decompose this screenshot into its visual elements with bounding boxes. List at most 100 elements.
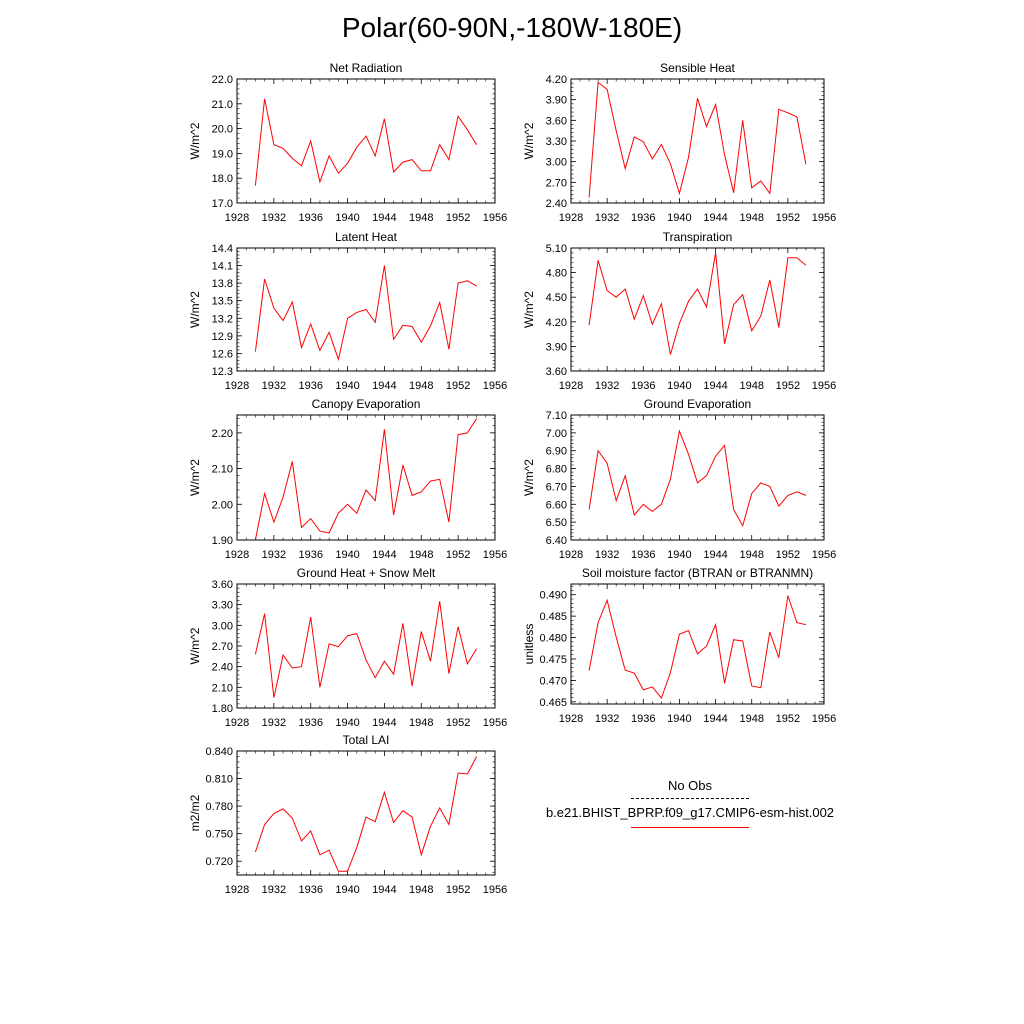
- y-tick-label: 3.60: [546, 115, 567, 127]
- x-tick-label: 1948: [739, 212, 763, 224]
- x-tick-label: 1936: [298, 717, 322, 729]
- y-tick-label: 0.470: [539, 675, 567, 687]
- series-line: [588, 429, 807, 527]
- y-axis-label: W/m^2: [188, 122, 202, 159]
- y-tick-label: 7.10: [546, 410, 567, 422]
- panel-title: Net Radiation: [330, 61, 403, 75]
- y-tick-label: 2.00: [212, 499, 233, 511]
- panel-9: 1928 1932 1936 1940 1944 1948 1952 1956 0.720 0.7…: [188, 733, 507, 896]
- y-tick-label: 2.40: [546, 198, 567, 210]
- y-tick-label: 0.480: [539, 633, 567, 645]
- y-tick-label: 6.50: [546, 517, 567, 529]
- y-tick-label: 0.475: [539, 654, 567, 666]
- x-tick-label: 1936: [631, 212, 655, 224]
- x-tick-label: 1956: [812, 380, 836, 392]
- series-line: [254, 601, 478, 698]
- plot-frame: [570, 583, 825, 705]
- x-tick-label: 1948: [409, 380, 433, 392]
- y-axis-label: W/m^2: [188, 459, 202, 496]
- x-tick-label: 1940: [335, 380, 359, 392]
- y-tick-label: 0.840: [205, 746, 233, 758]
- x-tick-label: 1932: [262, 549, 286, 561]
- y-tick-label: 19.0: [212, 148, 233, 160]
- y-axis-label: unitless: [522, 624, 536, 665]
- panel-title: Canopy Evaporation: [312, 397, 421, 411]
- x-tick-label: 1940: [667, 549, 691, 561]
- panel-5: 1928 1932 1936 1940 1944 1948 1952 1956 1.90 2.00…: [188, 397, 507, 561]
- x-tick-label: 1944: [372, 884, 396, 896]
- panel-1: 1928 1932 1936 1940 1944 1948 1952 1956 17.0 18.0…: [188, 61, 507, 224]
- y-tick-label: 22.0: [212, 74, 233, 86]
- y-tick-label: 4.20: [546, 317, 567, 329]
- x-tick-label: 1940: [335, 212, 359, 224]
- y-tick-label: 14.4: [212, 243, 233, 255]
- y-tick-label: 12.9: [212, 331, 233, 343]
- x-tick-label: 1928: [225, 212, 249, 224]
- plot-frame: [236, 414, 496, 541]
- x-tick-label: 1932: [595, 713, 619, 725]
- panel-4: 1928 1932 1936 1940 1944 1948 1952 1956 3.60 3.90…: [522, 230, 836, 392]
- y-tick-label: 12.6: [212, 348, 233, 360]
- x-tick-label: 1952: [776, 380, 800, 392]
- y-tick-label: 6.90: [546, 446, 567, 458]
- y-tick-label: 2.70: [212, 641, 233, 653]
- panel-title: Latent Heat: [335, 230, 398, 244]
- legend: No Obs b.e21.BHIST_BPRP.f09_g17.CMIP6-es…: [520, 778, 860, 828]
- panel-title: Sensible Heat: [660, 61, 735, 75]
- x-tick-label: 1948: [409, 212, 433, 224]
- x-tick-label: 1936: [298, 549, 322, 561]
- x-tick-label: 1928: [559, 713, 583, 725]
- y-tick-label: 20.0: [212, 124, 233, 136]
- x-tick-label: 1932: [595, 212, 619, 224]
- x-tick-label: 1948: [739, 713, 763, 725]
- y-tick-label: 2.20: [212, 428, 233, 440]
- x-tick-label: 1944: [372, 380, 396, 392]
- y-tick-label: 2.70: [546, 177, 567, 189]
- x-tick-label: 1928: [559, 380, 583, 392]
- y-axis-label: W/m^2: [188, 291, 202, 328]
- x-tick-label: 1948: [739, 380, 763, 392]
- panel-title: Transpiration: [663, 230, 733, 244]
- x-tick-label: 1944: [703, 713, 727, 725]
- x-tick-label: 1956: [812, 212, 836, 224]
- y-tick-label: 4.20: [546, 74, 567, 86]
- panel-title: Ground Heat + Snow Melt: [297, 566, 436, 580]
- y-tick-label: 2.10: [212, 464, 233, 476]
- x-tick-label: 1932: [262, 212, 286, 224]
- y-tick-label: 4.50: [546, 292, 567, 304]
- panel-2: 1928 1932 1936 1940 1944 1948 1952 1956 2.40 2.70…: [522, 61, 836, 224]
- x-tick-label: 1928: [225, 549, 249, 561]
- x-tick-label: 1948: [739, 549, 763, 561]
- series-line: [588, 595, 807, 700]
- y-tick-label: 6.40: [546, 535, 567, 547]
- y-tick-label: 21.0: [212, 99, 233, 111]
- x-tick-label: 1952: [446, 717, 470, 729]
- y-tick-label: 6.60: [546, 499, 567, 511]
- series-line: [588, 252, 807, 355]
- x-tick-label: 1948: [409, 717, 433, 729]
- x-tick-label: 1928: [559, 212, 583, 224]
- series-line: [588, 81, 807, 198]
- y-tick-label: 0.780: [205, 801, 233, 813]
- x-tick-label: 1936: [631, 713, 655, 725]
- y-tick-label: 3.90: [546, 95, 567, 107]
- x-tick-label: 1952: [776, 549, 800, 561]
- y-tick-label: 3.90: [546, 341, 567, 353]
- x-tick-label: 1940: [335, 549, 359, 561]
- x-tick-label: 1952: [446, 884, 470, 896]
- x-tick-label: 1944: [372, 717, 396, 729]
- y-tick-label: 17.0: [212, 198, 233, 210]
- y-tick-label: 7.00: [546, 428, 567, 440]
- panel-6: 1928 1932 1936 1940 1944 1948 1952 1956 6.40 6.50…: [522, 397, 836, 561]
- x-tick-label: 1952: [446, 212, 470, 224]
- x-tick-label: 1948: [409, 549, 433, 561]
- y-axis-label: W/m^2: [522, 122, 536, 159]
- plot-frame: [570, 247, 825, 372]
- y-tick-label: 13.8: [212, 278, 233, 290]
- x-tick-label: 1932: [595, 549, 619, 561]
- x-tick-label: 1944: [703, 549, 727, 561]
- x-tick-label: 1952: [776, 212, 800, 224]
- y-tick-label: 6.70: [546, 481, 567, 493]
- x-tick-label: 1952: [776, 713, 800, 725]
- x-tick-label: 1944: [703, 212, 727, 224]
